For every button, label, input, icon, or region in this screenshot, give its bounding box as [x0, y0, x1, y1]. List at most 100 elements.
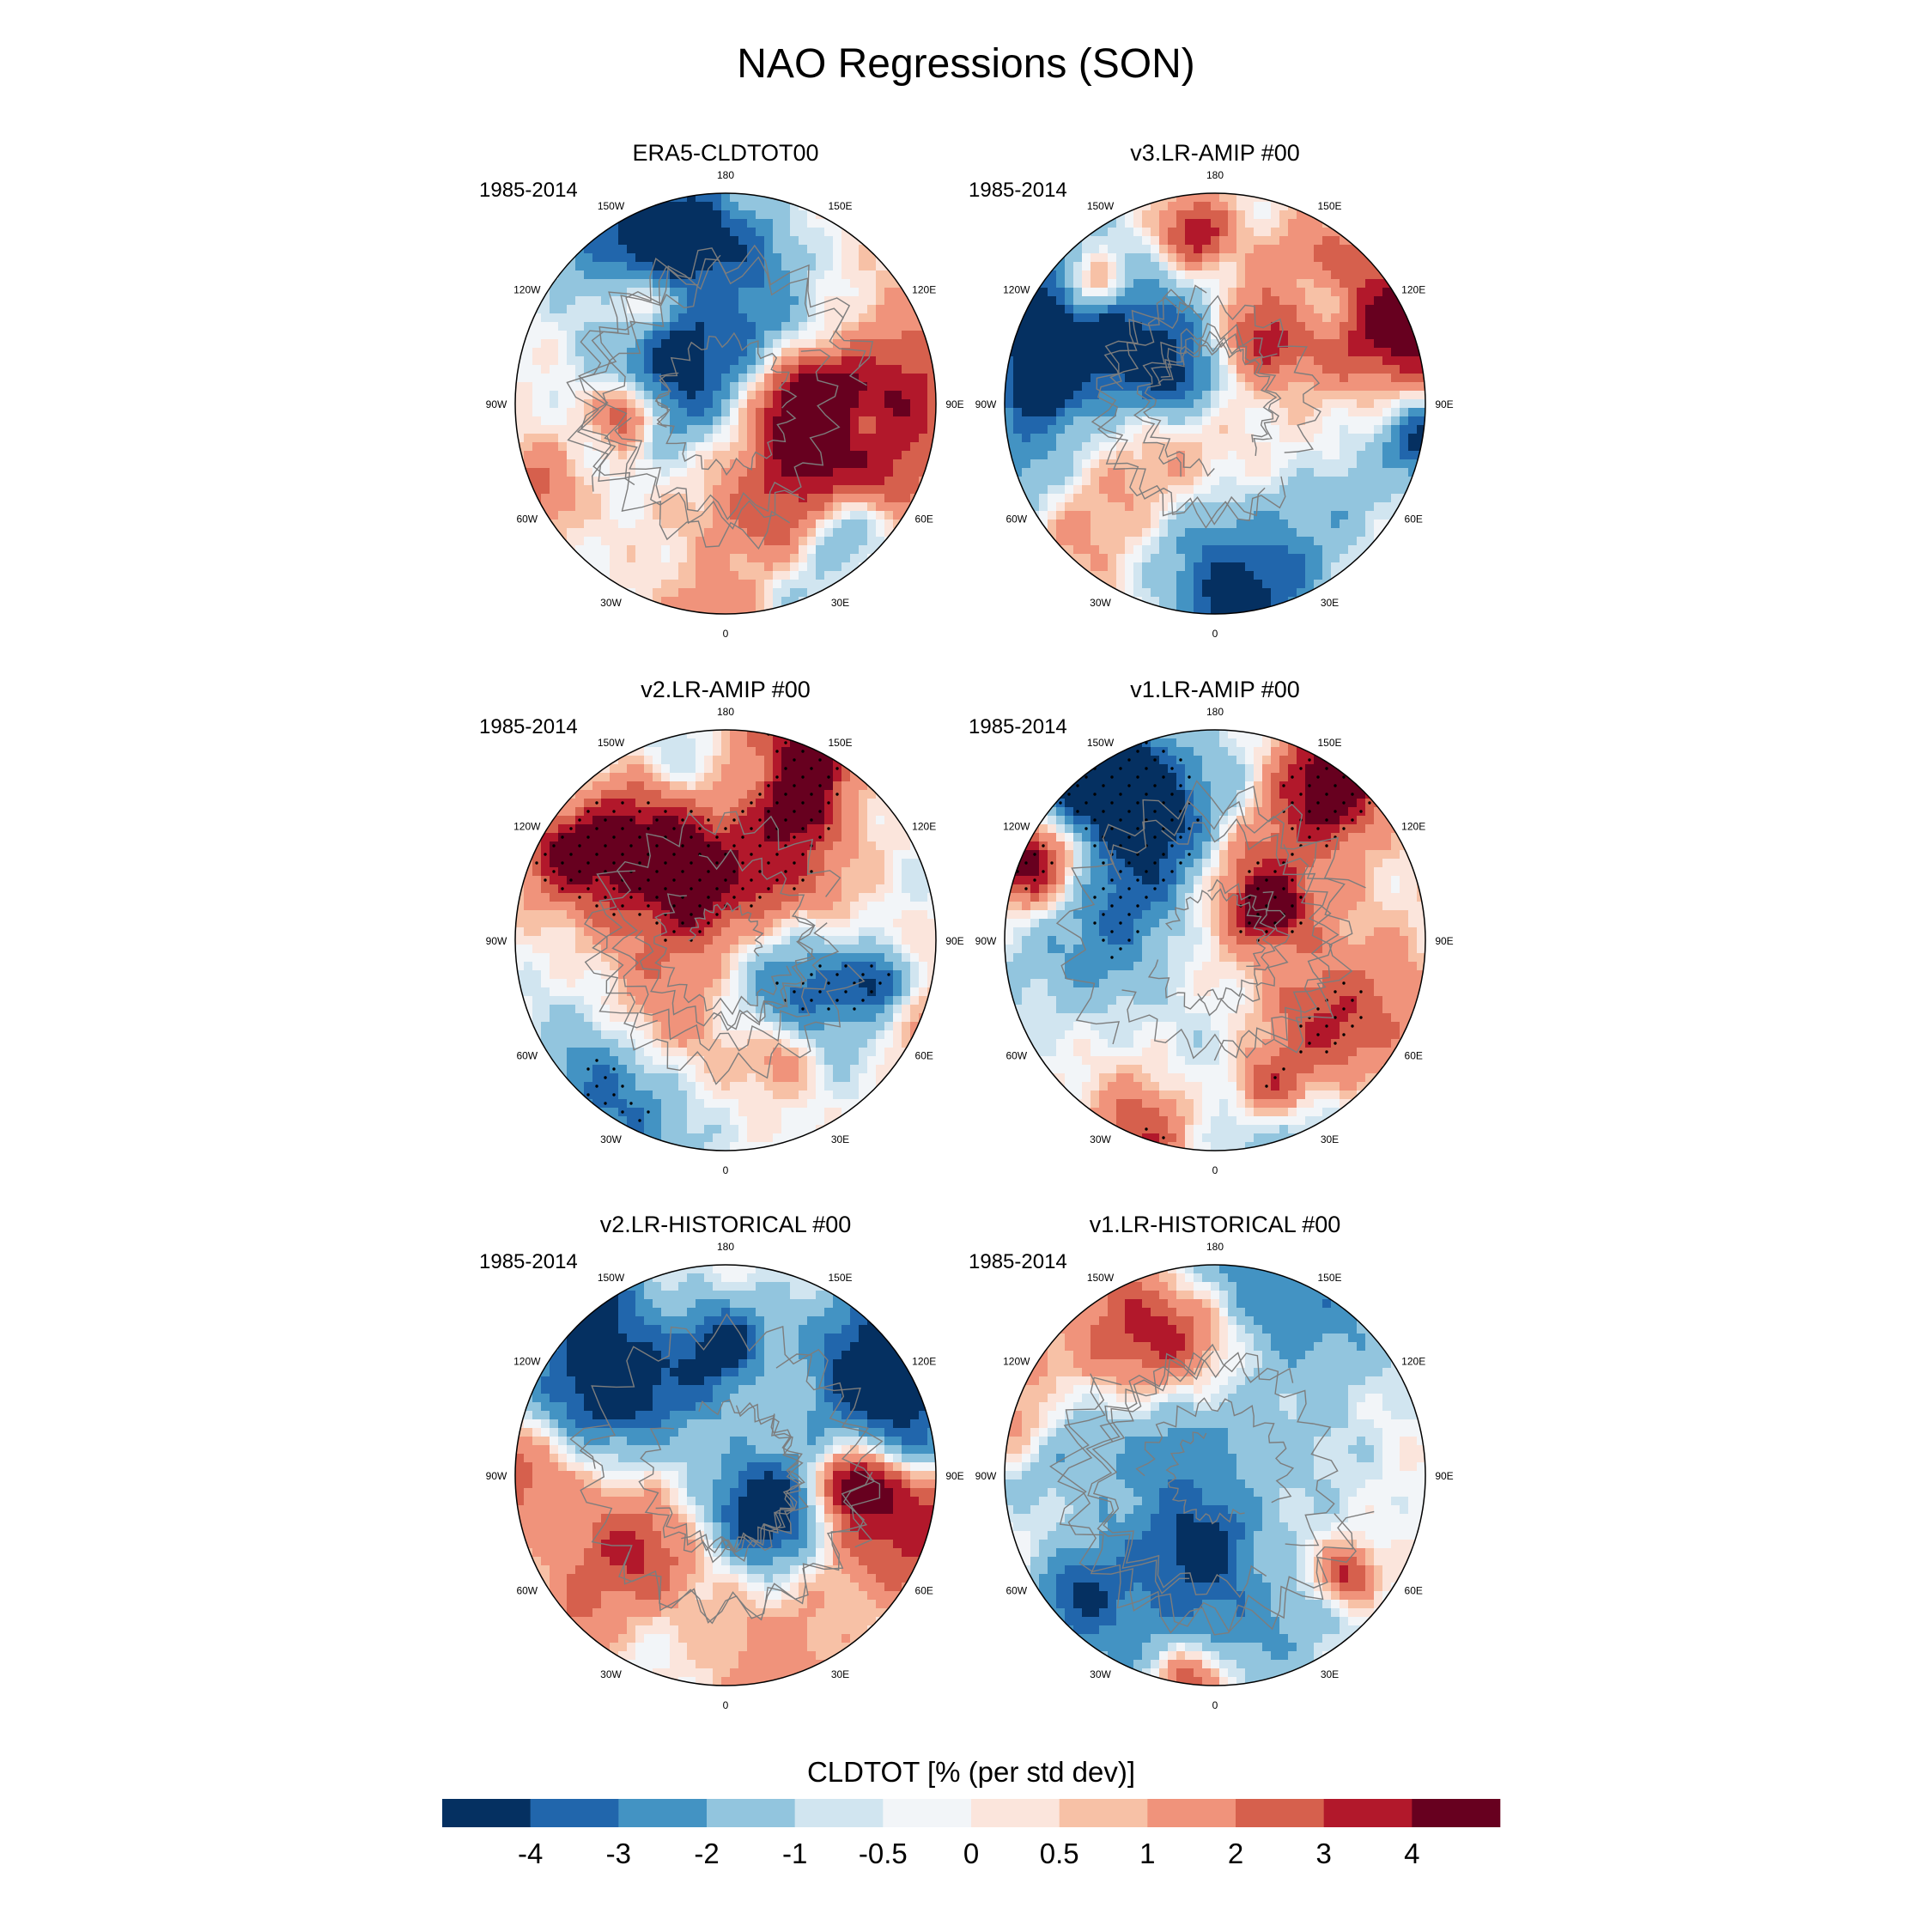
- longitude-label: 150E: [828, 737, 852, 749]
- colorbar-swatch: [1236, 1799, 1324, 1827]
- longitude-label: 60W: [516, 1585, 538, 1597]
- longitude-label: 120W: [513, 284, 541, 296]
- longitude-label: 0: [1212, 1164, 1218, 1176]
- coastlines: [1048, 1343, 1375, 1636]
- longitude-label: 90W: [486, 1470, 507, 1482]
- longitude-label: 0: [723, 1164, 729, 1176]
- colorbar-tick-label: -4: [518, 1838, 543, 1869]
- longitude-label: 150E: [828, 1272, 852, 1284]
- panel-3: v2.LR-AMIP #00 1985-2014 0 30E 60E 90E 120E 150…: [479, 677, 964, 1176]
- map-border: [1004, 729, 1426, 1151]
- colorbar-swatch: [1059, 1799, 1148, 1827]
- map-border: [1004, 192, 1426, 615]
- panel-1: ERA5-CLDTOT00 1985-2014 0 30E 60E 90E 120E 150E…: [479, 140, 964, 640]
- panel-2: v3.LR-AMIP #00 1985-2014 0 30E 60E 90E 120E 150…: [969, 140, 1454, 640]
- panel-title: v1.LR-HISTORICAL #00: [1090, 1212, 1341, 1237]
- longitude-label: 90E: [1435, 398, 1453, 410]
- longitude-label: 150E: [1317, 737, 1341, 749]
- longitude-label: 60E: [1405, 1585, 1423, 1597]
- longitude-label: 90E: [945, 935, 963, 947]
- longitude-label: 30W: [1090, 1133, 1111, 1145]
- panel-title: ERA5-CLDTOT00: [632, 140, 818, 166]
- panels-group: ERA5-CLDTOT00 1985-2014 0 30E 60E 90E 120E 150E…: [479, 140, 1454, 1711]
- colorbar-tick-label: 1: [1139, 1838, 1155, 1869]
- coastlines: [1055, 780, 1366, 1061]
- longitude-label: 30W: [1090, 597, 1111, 609]
- map-border: [514, 1264, 937, 1686]
- colorbar-swatch: [794, 1799, 884, 1827]
- longitude-label: 90W: [486, 398, 507, 410]
- longitude-label: 60E: [915, 1585, 933, 1597]
- colorbar-tick-label: 2: [1228, 1838, 1243, 1869]
- longitude-label: 180: [1206, 169, 1224, 181]
- longitude-label: 90W: [975, 935, 997, 947]
- longitude-label: 0: [1212, 628, 1218, 640]
- map-border: [1004, 1264, 1426, 1686]
- longitude-label: 60W: [1005, 1050, 1027, 1062]
- longitude-label: 150E: [1317, 1272, 1341, 1284]
- longitude-label: 180: [1206, 706, 1224, 718]
- longitude-label: 0: [723, 1699, 729, 1711]
- longitude-label: 90W: [486, 935, 507, 947]
- longitude-label: 30E: [1321, 1133, 1339, 1145]
- longitude-label: 60E: [915, 513, 933, 526]
- panel-title: v3.LR-AMIP #00: [1130, 140, 1300, 166]
- panel-title: v1.LR-AMIP #00: [1130, 677, 1300, 702]
- longitude-label: 150W: [598, 1272, 625, 1284]
- panel-title: v2.LR-AMIP #00: [641, 677, 811, 702]
- panel-period: 1985-2014: [479, 1250, 578, 1273]
- colorbar-tick-label: 0: [963, 1838, 979, 1869]
- longitude-label: 120E: [912, 821, 936, 833]
- colorbar-swatch: [1147, 1799, 1236, 1827]
- longitude-label: 120E: [1401, 284, 1425, 296]
- coastlines: [569, 1313, 884, 1625]
- longitude-label: 120E: [912, 1356, 936, 1368]
- coastlines: [584, 811, 866, 1085]
- longitude-label: 60E: [1405, 513, 1423, 526]
- longitude-label: 60W: [516, 513, 538, 526]
- longitude-label: 180: [717, 169, 734, 181]
- colorbar-swatch: [442, 1799, 531, 1827]
- longitude-label: 60E: [1405, 1050, 1423, 1062]
- colorbar-tick-label: 3: [1316, 1838, 1332, 1869]
- colorbar-tick-label: -0.5: [859, 1838, 908, 1869]
- regression-field: [515, 1265, 936, 1686]
- longitude-label: 120E: [912, 284, 936, 296]
- regression-field: [515, 730, 936, 1151]
- panel-period: 1985-2014: [969, 179, 1067, 202]
- longitude-label: 150W: [598, 737, 625, 749]
- longitude-label: 30W: [1090, 1668, 1111, 1680]
- longitude-label: 120W: [1003, 1356, 1030, 1368]
- colorbar-swatch: [1412, 1799, 1501, 1827]
- longitude-label: 30E: [1321, 1668, 1339, 1680]
- colorbar-swatch: [1323, 1799, 1413, 1827]
- colorbar-swatch: [707, 1799, 795, 1827]
- colorbar-swatch: [618, 1799, 708, 1827]
- longitude-label: 30E: [831, 1668, 849, 1680]
- panel-period: 1985-2014: [479, 179, 578, 202]
- colorbar-swatch: [883, 1799, 972, 1827]
- longitude-label: 30W: [600, 597, 622, 609]
- panel-5: v2.LR-HISTORICAL #00 1985-2014 0 30E 60E 90E 1…: [479, 1212, 964, 1711]
- longitude-label: 150E: [1317, 200, 1341, 212]
- longitude-label: 0: [723, 628, 729, 640]
- colorbar-tick-label: -2: [694, 1838, 719, 1869]
- longitude-label: 120W: [513, 821, 541, 833]
- colorbar-tick-label: -1: [782, 1838, 807, 1869]
- longitude-label: 60W: [1005, 1585, 1027, 1597]
- longitude-label: 180: [717, 1241, 734, 1253]
- longitude-label: 0: [1212, 1699, 1218, 1711]
- panel-6: v1.LR-HISTORICAL #00 1985-2014 0 30E 60E 90E 1…: [969, 1212, 1454, 1711]
- longitude-label: 120E: [1401, 1356, 1425, 1368]
- regression-field: [1005, 193, 1425, 614]
- coastlines: [1091, 284, 1321, 529]
- longitude-label: 150W: [1087, 1272, 1115, 1284]
- colorbar-tick-label: -3: [606, 1838, 631, 1869]
- longitude-label: 180: [717, 706, 734, 718]
- map-border: [514, 729, 937, 1151]
- longitude-label: 90E: [1435, 1470, 1453, 1482]
- regression-field: [1005, 730, 1425, 1151]
- longitude-label: 90W: [975, 1470, 997, 1482]
- panel-period: 1985-2014: [479, 715, 578, 738]
